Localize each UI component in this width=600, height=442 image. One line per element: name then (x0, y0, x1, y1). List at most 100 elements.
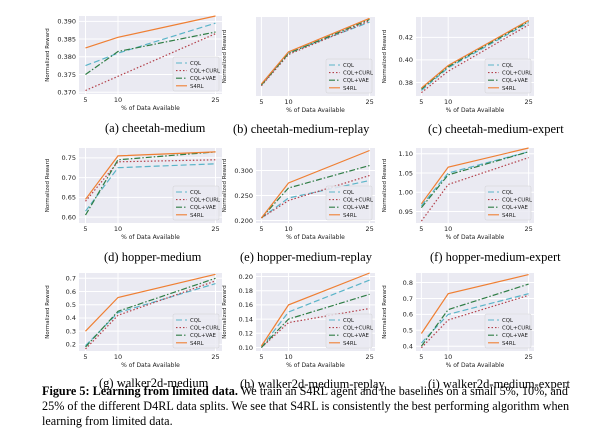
x-axis-label: % of Data Available (286, 362, 345, 369)
x-axis-label: % of Data Available (446, 362, 505, 369)
y-tick-label: 0.42 (399, 34, 413, 42)
y-tick-label: 0.40 (399, 56, 413, 64)
legend-box (484, 185, 532, 221)
x-axis-label: % of Data Available (286, 107, 345, 114)
series-line-cql (421, 22, 529, 91)
series-line-cql-curl (85, 33, 216, 92)
y-tick-label: 0.375 (57, 71, 76, 79)
chart-2: 5 10 25 0.38 0.40 0.42 % of Data Available Norm… (382, 17, 534, 114)
y-tick-label: 0.95 (399, 208, 413, 216)
x-tick-label: 10 (284, 225, 292, 233)
x-tick-label: 25 (365, 353, 373, 361)
x-tick-label: 10 (114, 96, 122, 104)
series-line-cql-vae (84, 151, 216, 216)
legend-label: CQL+CURL (502, 71, 532, 77)
y-tick-label: 0.38 (399, 79, 413, 87)
legend-label: CQL (502, 190, 513, 196)
legend-label: S4RL (343, 213, 357, 219)
legend-label: CQL+CURL (343, 198, 373, 204)
chart-5: 5 10 25 0.95 1.00 1.05 1.10 % of Data Available… (382, 147, 534, 241)
subplot-caption-g: (g) walker2d-medium (99, 376, 209, 390)
x-tick-label: 5 (419, 98, 423, 106)
x-tick-label: 25 (365, 98, 373, 106)
series-line-cql (260, 279, 370, 348)
y-axis-label: Normalized Reward (222, 159, 228, 212)
y-axis-label: Normalized Reward (382, 285, 388, 338)
series-line-cql-vae (260, 164, 370, 219)
series-line-cql (85, 22, 216, 67)
series-line-s4rl (420, 147, 529, 205)
series-line-cql (85, 163, 216, 212)
series-line-cql-vae (420, 283, 529, 347)
y-tick-label: 0.70 (62, 174, 76, 182)
series-line-cql-vae (260, 293, 370, 348)
x-tick-label: 10 (444, 225, 452, 233)
series-line-s4rl (260, 149, 370, 219)
y-tick-label: 0.60 (62, 213, 76, 221)
y-tick-label: 0.250 (234, 192, 253, 200)
x-tick-label: 25 (524, 353, 532, 361)
legend-label: CQL+VAE (343, 205, 370, 211)
legend-label: S4RL (502, 341, 516, 347)
chart-3: 5 10 25 0.60 0.65 0.70 0.75 % of Data Available… (45, 148, 222, 241)
x-tick-label: 10 (444, 98, 452, 106)
chart-6: 5 10 25 0.2 0.3 0.4 0.5 0.6 0.7 % of Data Availab… (45, 273, 222, 369)
legend-label: CQL (190, 61, 201, 67)
series-line-cql (420, 151, 529, 207)
chart-7: 5 10 25 0.10 0.12 0.14 0.16 0.18 0.20 % of Data A… (222, 272, 375, 369)
y-tick-label: 0.16 (239, 301, 253, 309)
series-line-cql-curl (260, 307, 370, 348)
y-tick-label: 0.4 (403, 343, 413, 351)
y-tick-label: 0.12 (239, 330, 253, 338)
figure-caption-text: We train an S4RL agent and the baselines… (42, 384, 570, 428)
legend-label: CQL+VAE (190, 76, 217, 82)
y-tick-label: 0.300 (234, 167, 253, 175)
x-tick-label: 25 (365, 225, 373, 233)
y-tick-label: 0.5 (403, 327, 413, 335)
chart-8: 5 10 25 0.4 0.5 0.6 0.7 0.8 % of Data Available N… (382, 273, 534, 369)
legend-label: CQL+CURL (502, 326, 532, 332)
legend-box (172, 313, 220, 349)
x-tick-label: 25 (211, 225, 219, 233)
y-tick-label: 0.7 (403, 295, 413, 303)
y-tick-label: 0.200 (234, 217, 253, 225)
y-tick-label: 1.05 (399, 169, 413, 177)
y-tick-label: 0.8 (403, 279, 413, 287)
series-line-s4rl (260, 272, 370, 347)
x-tick-label: 5 (259, 353, 263, 361)
chart-1: 5 10 25 % of Data Available Normalized Rewar… (222, 17, 375, 114)
series-line-cql-curl (420, 157, 529, 222)
y-axis-label: Normalized Reward (222, 285, 228, 338)
y-tick-label: 0.6 (403, 311, 413, 319)
x-tick-label: 10 (114, 353, 122, 361)
legend-label: S4RL (343, 341, 357, 347)
x-tick-label: 25 (524, 225, 532, 233)
x-tick-label: 10 (444, 353, 452, 361)
y-tick-label: 0.20 (239, 273, 253, 281)
x-tick-label: 10 (284, 98, 292, 106)
y-tick-label: 0.65 (62, 194, 76, 202)
legend-label: CQL (343, 190, 354, 196)
series-line-cql-vae (420, 151, 529, 208)
x-tick-label: 25 (211, 96, 219, 104)
x-tick-label: 5 (83, 96, 87, 104)
subplot-caption-b: (b) cheetah-medium-replay (233, 122, 370, 136)
x-axis-label: % of Data Available (121, 234, 180, 241)
legend-box (325, 58, 373, 94)
y-tick-label: 0.3 (66, 327, 76, 335)
series-line-cql-curl (421, 24, 529, 94)
y-tick-label: 0.370 (57, 89, 76, 97)
series-line-s4rl (260, 17, 370, 85)
subplot-caption-i: (i) walker2d-medium-expert (428, 377, 570, 391)
y-tick-label: 1.00 (399, 189, 413, 197)
x-tick-label: 10 (114, 225, 122, 233)
legend-label: CQL+CURL (190, 198, 220, 204)
subplot-caption-f: (f) hopper-medium-expert (430, 250, 561, 264)
legend-label: CQL+VAE (502, 78, 529, 84)
y-tick-label: 0.75 (62, 154, 76, 162)
legend-label: S4RL (190, 341, 204, 347)
y-tick-label: 0.2 (66, 341, 76, 349)
series-line-cql (261, 179, 370, 219)
legend-box (484, 313, 532, 349)
y-tick-label: 0.390 (57, 18, 76, 26)
